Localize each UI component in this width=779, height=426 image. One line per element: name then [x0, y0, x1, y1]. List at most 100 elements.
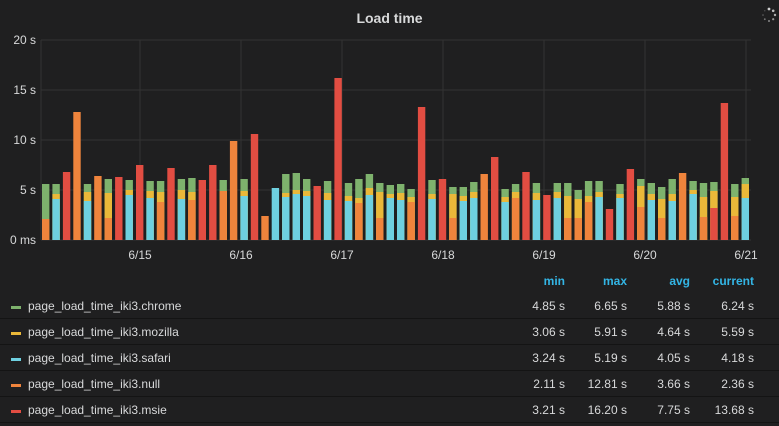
- chart-bar: [177, 199, 186, 240]
- series-name[interactable]: page_load_time_iki3.mozilla: [28, 325, 179, 339]
- chart-bar: [511, 198, 520, 240]
- chart-bar: [323, 200, 332, 240]
- legend-rows: page_load_time_iki3.chrome 4.85 s 6.65 s 5.…: [0, 294, 779, 423]
- chart-bar: [584, 202, 593, 240]
- chart-bar: [699, 217, 708, 240]
- series-avg: 4.64 s: [657, 325, 690, 339]
- chart-bar: [198, 180, 206, 240]
- series-avg: 5.88 s: [657, 299, 690, 313]
- series-color-swatch[interactable]: [11, 306, 21, 309]
- chart-bar: [710, 208, 718, 240]
- series-color-swatch[interactable]: [11, 384, 21, 387]
- legend-row[interactable]: page_load_time_iki3.msie 3.21 s 16.20 s 7.7…: [0, 398, 779, 423]
- chart-bar: [637, 207, 645, 240]
- chart-bar: [459, 201, 467, 240]
- series-current: 13.68 s: [714, 403, 754, 417]
- chart-bar: [344, 201, 353, 240]
- chart-bar: [282, 197, 290, 240]
- series-name[interactable]: page_load_time_iki3.safari: [28, 351, 171, 365]
- series-max: 5.91 s: [594, 325, 627, 339]
- legend-header-min[interactable]: min: [543, 274, 565, 288]
- series-max: 16.20 s: [587, 403, 627, 417]
- series-avg: 3.66 s: [657, 377, 690, 391]
- series-color-swatch[interactable]: [11, 410, 21, 413]
- chart-bar: [741, 198, 749, 240]
- chart-bar: [449, 194, 457, 240]
- chart-bar: [73, 112, 81, 240]
- series-color-swatch[interactable]: [11, 332, 21, 335]
- legend-row[interactable]: page_load_time_iki3.mozilla 3.06 s 5.91 s 4…: [0, 320, 779, 345]
- chart-bar: [167, 168, 175, 240]
- chart-bar: [209, 165, 217, 240]
- series-min: 3.21 s: [532, 403, 565, 417]
- series-max: 6.65 s: [594, 299, 627, 313]
- chart-bar: [407, 202, 415, 240]
- series-name[interactable]: page_load_time_iki3.chrome: [28, 299, 182, 313]
- chart-bar: [52, 199, 60, 240]
- chart-bar: [532, 200, 541, 240]
- x-tick-label: 6/18: [431, 248, 455, 262]
- chart-bar: [334, 78, 342, 240]
- chart-bar: [605, 209, 614, 240]
- chart-bar: [491, 157, 499, 240]
- chart-bar: [647, 200, 655, 240]
- chart-bar: [564, 218, 572, 240]
- chart-bar: [386, 198, 394, 240]
- chart-bar: [668, 201, 676, 240]
- y-tick-label: 20 s: [13, 33, 36, 47]
- series-min: 4.85 s: [532, 299, 565, 313]
- chart-bar: [626, 169, 635, 240]
- chart-bar: [543, 195, 551, 240]
- chart-bar: [428, 199, 436, 240]
- chart-bar: [125, 195, 133, 240]
- chart-bar: [240, 196, 248, 240]
- legend-header-current[interactable]: current: [712, 274, 754, 288]
- series-name[interactable]: page_load_time_iki3.null: [28, 377, 161, 391]
- series-min: 3.06 s: [532, 325, 565, 339]
- legend-header-avg[interactable]: avg: [669, 274, 690, 288]
- chart-bar: [689, 194, 697, 240]
- legend-row[interactable]: page_load_time_iki3.safari 3.24 s 5.19 s 4.…: [0, 346, 779, 371]
- chart-bar: [595, 197, 603, 240]
- series-min: 3.24 s: [532, 351, 565, 365]
- series-max: 5.19 s: [594, 351, 627, 365]
- chart-bar: [292, 194, 300, 240]
- x-tick-label: 6/16: [229, 248, 253, 262]
- chart-bar: [229, 141, 238, 240]
- legend-header-max[interactable]: max: [602, 274, 627, 288]
- chart-bar: [313, 186, 321, 240]
- series-max: 12.81 s: [587, 377, 627, 391]
- series-color-swatch[interactable]: [11, 358, 21, 361]
- chart-bar: [303, 196, 311, 240]
- chart-bar: [720, 103, 729, 240]
- chart-bar: [658, 218, 666, 240]
- series-min: 2.11 s: [533, 377, 565, 391]
- loading-spinner-icon: [762, 7, 777, 22]
- chart-bar: [156, 202, 165, 240]
- series-current: 6.24 s: [721, 299, 754, 313]
- series-name[interactable]: page_load_time_iki3.msie: [28, 403, 167, 417]
- chart-bar: [438, 179, 447, 240]
- y-tick-label: 5 s: [20, 183, 36, 197]
- chart-bar: [501, 202, 509, 240]
- chart-bar: [365, 195, 374, 240]
- legend-row[interactable]: page_load_time_iki3.chrome 4.85 s 6.65 s 5.…: [0, 294, 779, 319]
- series-avg: 7.75 s: [657, 403, 690, 417]
- series-current: 4.18 s: [721, 351, 754, 365]
- chart-bar: [376, 218, 384, 240]
- chart-bar: [42, 184, 50, 240]
- chart-bar: [470, 198, 478, 240]
- series-current: 2.36 s: [721, 377, 754, 391]
- x-tick-label: 6/19: [532, 248, 556, 262]
- panel-title: Load time: [356, 10, 423, 26]
- legend-row[interactable]: page_load_time_iki3.null 2.11 s 12.81 s 3.6…: [0, 372, 779, 397]
- chart-bar: [271, 188, 280, 240]
- chart-bar: [553, 198, 561, 240]
- chart-bar: [376, 192, 384, 240]
- legend-table: min max avg current page_load_time_iki3.…: [0, 268, 779, 424]
- chart-bar: [616, 198, 624, 240]
- chart-bar: [574, 218, 582, 240]
- chart-bar: [250, 134, 259, 240]
- y-tick-label: 0 ms: [10, 233, 36, 247]
- chart-bar: [115, 177, 123, 240]
